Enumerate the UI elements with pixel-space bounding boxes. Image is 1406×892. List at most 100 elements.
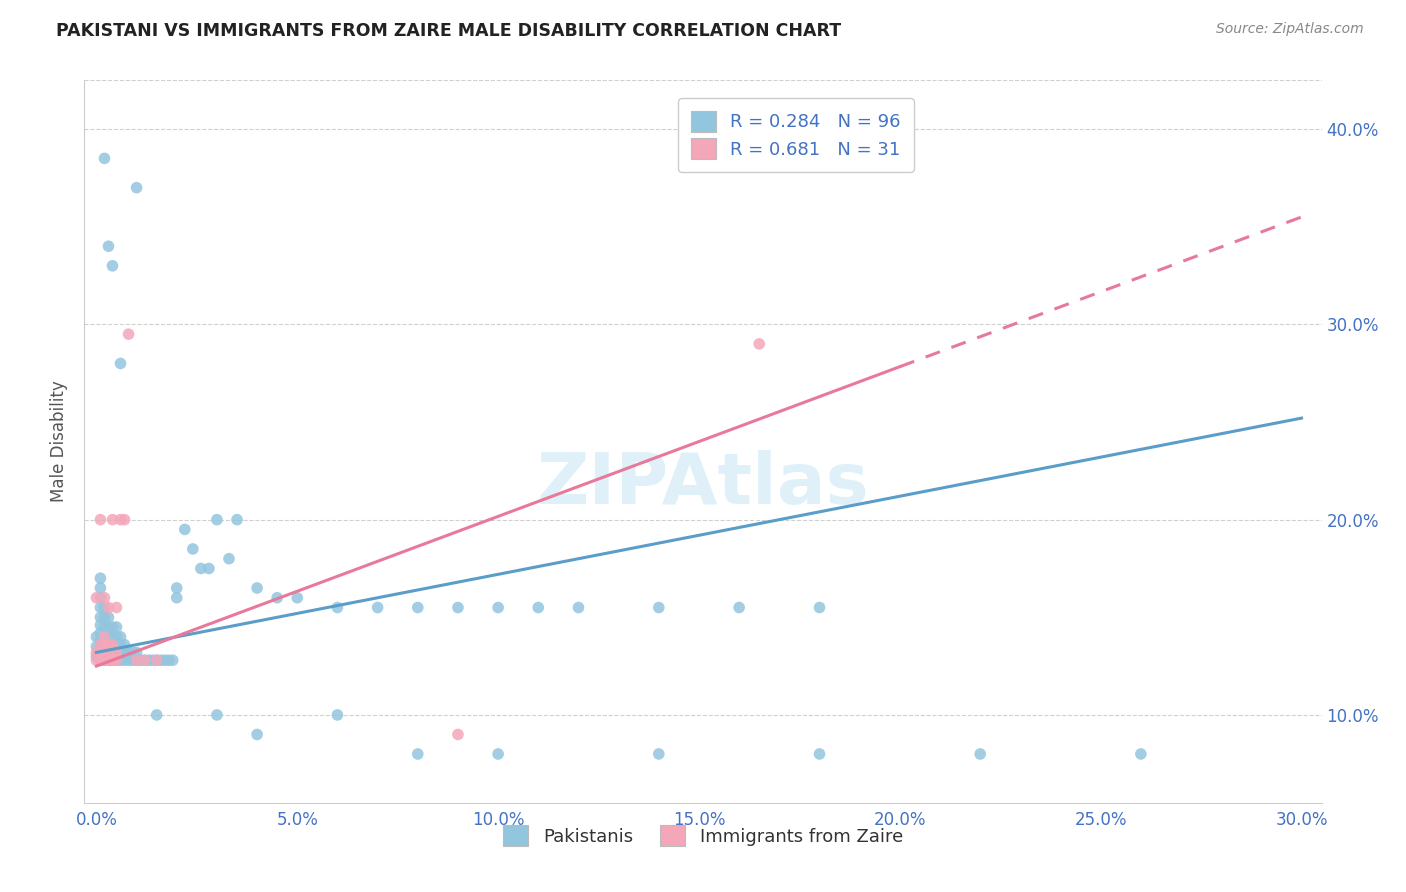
Point <box>326 600 349 615</box>
Point <box>406 747 429 761</box>
Point <box>97 638 120 652</box>
Point <box>138 653 160 667</box>
Point <box>97 630 120 644</box>
Point <box>367 600 389 615</box>
Point <box>110 638 132 652</box>
Point <box>157 653 180 667</box>
Point <box>808 747 831 761</box>
Point <box>97 600 120 615</box>
Point <box>142 653 165 667</box>
Point <box>93 620 115 634</box>
Point <box>101 630 124 644</box>
Point <box>105 620 128 634</box>
Point <box>114 645 136 659</box>
Point <box>89 645 111 659</box>
Point <box>105 600 128 615</box>
Point <box>648 747 671 761</box>
Point <box>121 645 143 659</box>
Point <box>93 630 115 644</box>
Point <box>748 337 770 351</box>
Point <box>121 653 143 667</box>
Point <box>125 653 148 667</box>
Point <box>117 653 139 667</box>
Text: ZIPAtlas: ZIPAtlas <box>537 450 869 519</box>
Point <box>246 581 269 595</box>
Point <box>89 633 111 648</box>
Point <box>105 630 128 644</box>
Point <box>648 600 671 615</box>
Point <box>145 653 167 667</box>
Point <box>166 591 188 605</box>
Point <box>134 653 156 667</box>
Point <box>266 591 288 605</box>
Point <box>105 638 128 652</box>
Point <box>93 638 115 652</box>
Point <box>110 513 132 527</box>
Legend: Pakistanis, Immigrants from Zaire: Pakistanis, Immigrants from Zaire <box>494 816 912 855</box>
Point <box>89 638 111 652</box>
Point <box>97 610 120 624</box>
Point <box>86 649 108 664</box>
Point <box>89 645 111 659</box>
Point <box>406 600 429 615</box>
Point <box>101 645 124 659</box>
Point <box>105 645 128 659</box>
Point <box>134 653 156 667</box>
Point <box>114 653 136 667</box>
Point <box>226 513 249 527</box>
Point <box>190 561 212 575</box>
Point <box>447 727 470 741</box>
Point <box>246 727 269 741</box>
Point <box>89 653 111 667</box>
Point <box>86 591 108 605</box>
Point <box>93 645 115 659</box>
Point <box>447 600 470 615</box>
Point <box>173 523 195 537</box>
Point <box>125 645 148 659</box>
Point <box>93 638 115 652</box>
Point <box>89 618 111 632</box>
Point <box>105 653 128 667</box>
Point <box>105 645 128 659</box>
Point <box>486 747 509 761</box>
Point <box>93 630 115 644</box>
Point <box>205 707 228 722</box>
Point <box>166 581 188 595</box>
Point <box>218 551 240 566</box>
Text: PAKISTANI VS IMMIGRANTS FROM ZAIRE MALE DISABILITY CORRELATION CHART: PAKISTANI VS IMMIGRANTS FROM ZAIRE MALE … <box>56 22 841 40</box>
Point <box>97 653 120 667</box>
Point <box>86 640 108 654</box>
Point <box>114 638 136 652</box>
Point <box>93 591 115 605</box>
Point <box>101 620 124 634</box>
Point <box>969 747 991 761</box>
Point <box>567 600 589 615</box>
Point <box>728 600 751 615</box>
Point <box>129 653 152 667</box>
Point <box>205 513 228 527</box>
Point <box>110 630 132 644</box>
Point <box>125 653 148 667</box>
Point <box>105 653 128 667</box>
Point <box>97 620 120 634</box>
Point <box>97 239 120 253</box>
Point <box>125 180 148 194</box>
Point <box>93 600 115 615</box>
Point <box>97 645 120 659</box>
Text: Source: ZipAtlas.com: Source: ZipAtlas.com <box>1216 22 1364 37</box>
Point <box>181 541 204 556</box>
Point <box>162 653 184 667</box>
Point <box>808 600 831 615</box>
Point <box>93 653 115 667</box>
Point <box>110 356 132 370</box>
Point <box>89 581 111 595</box>
Point <box>86 645 108 659</box>
Point <box>93 653 115 667</box>
Point <box>86 653 108 667</box>
Point <box>149 653 172 667</box>
Point <box>101 653 124 667</box>
Point <box>93 645 115 659</box>
Point <box>86 630 108 644</box>
Point <box>117 645 139 659</box>
Point <box>97 653 120 667</box>
